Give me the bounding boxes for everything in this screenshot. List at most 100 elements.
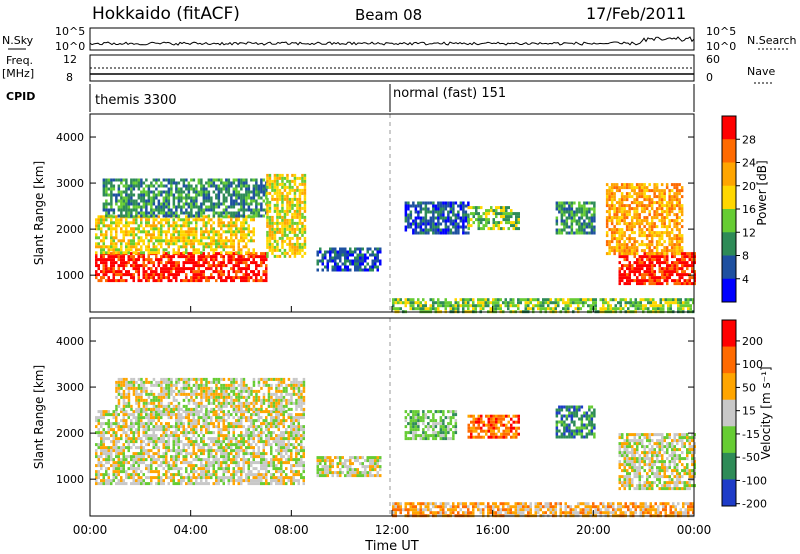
heatmap-cell bbox=[212, 214, 216, 218]
heatmap-cell bbox=[100, 218, 103, 222]
heatmap-cell bbox=[444, 228, 448, 232]
heatmap-cell bbox=[693, 255, 696, 259]
heatmap-cell bbox=[278, 221, 282, 225]
heatmap-cell bbox=[222, 413, 225, 417]
heatmap-cell bbox=[187, 416, 190, 420]
heatmap-cell bbox=[255, 178, 258, 182]
heatmap-cell bbox=[673, 234, 676, 238]
heatmap-cell bbox=[190, 202, 193, 206]
heatmap-cell bbox=[349, 247, 352, 251]
heatmap-cell bbox=[250, 230, 253, 234]
heatmap-cell bbox=[150, 276, 153, 280]
heatmap-cell bbox=[225, 446, 228, 450]
heatmap-cell bbox=[437, 216, 440, 220]
heatmap-cell bbox=[638, 231, 641, 235]
heatmap-cell bbox=[578, 222, 581, 226]
heatmap-cell bbox=[524, 307, 527, 311]
heatmap-cell bbox=[620, 204, 624, 208]
heatmap-cell bbox=[210, 440, 213, 444]
heatmap-cell bbox=[132, 476, 135, 480]
heatmap-cell bbox=[192, 449, 195, 453]
heatmap-cell bbox=[276, 203, 279, 207]
heatmap-cell bbox=[167, 190, 171, 194]
heatmap-cell bbox=[276, 218, 279, 222]
heatmap-cell bbox=[442, 304, 445, 308]
heatmap-cell bbox=[107, 276, 110, 280]
heatmap-cell bbox=[235, 184, 238, 188]
heatmap-cell bbox=[107, 446, 110, 450]
heatmap-cell bbox=[140, 264, 143, 268]
heatmap-cell bbox=[364, 268, 367, 272]
heatmap-cell bbox=[621, 273, 624, 277]
heatmap-cell bbox=[175, 251, 178, 255]
heatmap-cell bbox=[661, 255, 664, 259]
heatmap-cell bbox=[107, 452, 110, 456]
heatmap-cell bbox=[220, 264, 223, 268]
heatmap-cell bbox=[618, 186, 621, 190]
heatmap-cell bbox=[177, 473, 180, 477]
heatmap-cell bbox=[130, 190, 133, 194]
colorbar-swatch bbox=[722, 232, 736, 256]
heatmap-cell bbox=[271, 179, 274, 183]
heatmap-cell bbox=[210, 449, 213, 453]
heatmap-cell bbox=[670, 249, 674, 253]
heatmap-cell bbox=[656, 261, 659, 265]
heatmap-cell bbox=[180, 476, 183, 480]
heatmap-cell bbox=[648, 195, 651, 199]
heatmap-cell bbox=[137, 473, 140, 477]
heatmap-cell bbox=[673, 183, 676, 187]
heatmap-cell bbox=[200, 178, 203, 182]
heatmap-cell bbox=[132, 187, 136, 191]
heatmap-cell bbox=[155, 224, 158, 228]
heatmap-cell bbox=[656, 282, 659, 286]
heatmap-cell bbox=[512, 298, 515, 302]
heatmap-cell bbox=[222, 184, 226, 188]
heatmap-cell bbox=[130, 196, 133, 200]
heatmap-cell bbox=[670, 252, 674, 256]
heatmap-cell bbox=[177, 193, 181, 197]
heatmap-cell bbox=[212, 440, 215, 444]
heatmap-cell bbox=[217, 428, 220, 432]
heatmap-cell bbox=[102, 239, 105, 243]
heatmap-cell bbox=[660, 219, 664, 223]
heatmap-cell bbox=[197, 449, 200, 453]
heatmap-cell bbox=[215, 470, 218, 474]
heatmap-cell bbox=[245, 187, 248, 191]
heatmap-cell bbox=[683, 258, 686, 262]
heatmap-cell bbox=[212, 464, 215, 468]
heatmap-cell bbox=[192, 199, 196, 203]
heatmap-cell bbox=[125, 470, 128, 474]
heatmap-cell bbox=[222, 221, 225, 225]
heatmap-cell bbox=[245, 181, 248, 185]
nave-tick-high: 60 bbox=[706, 53, 720, 66]
heatmap-cell bbox=[610, 183, 614, 187]
heatmap-cell bbox=[237, 449, 240, 453]
heatmap-cell bbox=[195, 211, 198, 215]
heatmap-cell bbox=[177, 218, 180, 222]
heatmap-cell bbox=[120, 461, 123, 465]
heatmap-cell bbox=[160, 218, 163, 222]
heatmap-cell bbox=[217, 416, 220, 420]
heatmap-cell bbox=[495, 209, 498, 213]
heatmap-cell bbox=[298, 176, 302, 180]
heatmap-cell bbox=[152, 270, 155, 274]
heatmap-cell bbox=[137, 452, 140, 456]
heatmap-cell bbox=[175, 482, 178, 486]
heatmap-cell bbox=[147, 193, 151, 197]
heatmap-cell bbox=[175, 239, 178, 243]
heatmap-cell bbox=[620, 198, 624, 202]
heatmap-cell bbox=[262, 279, 265, 283]
heatmap-cell bbox=[115, 279, 118, 283]
heatmap-cell bbox=[648, 198, 651, 202]
heatmap-cell bbox=[150, 214, 153, 218]
heatmap-cell bbox=[462, 298, 465, 302]
heatmap-cell bbox=[255, 276, 258, 280]
heatmap-cell bbox=[97, 482, 100, 486]
heatmap-cell bbox=[655, 189, 659, 193]
heatmap-cell bbox=[278, 188, 282, 192]
heatmap-cell bbox=[673, 222, 676, 226]
heatmap-cell bbox=[125, 273, 128, 277]
cpid-segment-label: normal (fast) 151 bbox=[393, 86, 506, 101]
heatmap-cell bbox=[177, 419, 180, 423]
y-tick-label: 1000 bbox=[56, 269, 84, 282]
